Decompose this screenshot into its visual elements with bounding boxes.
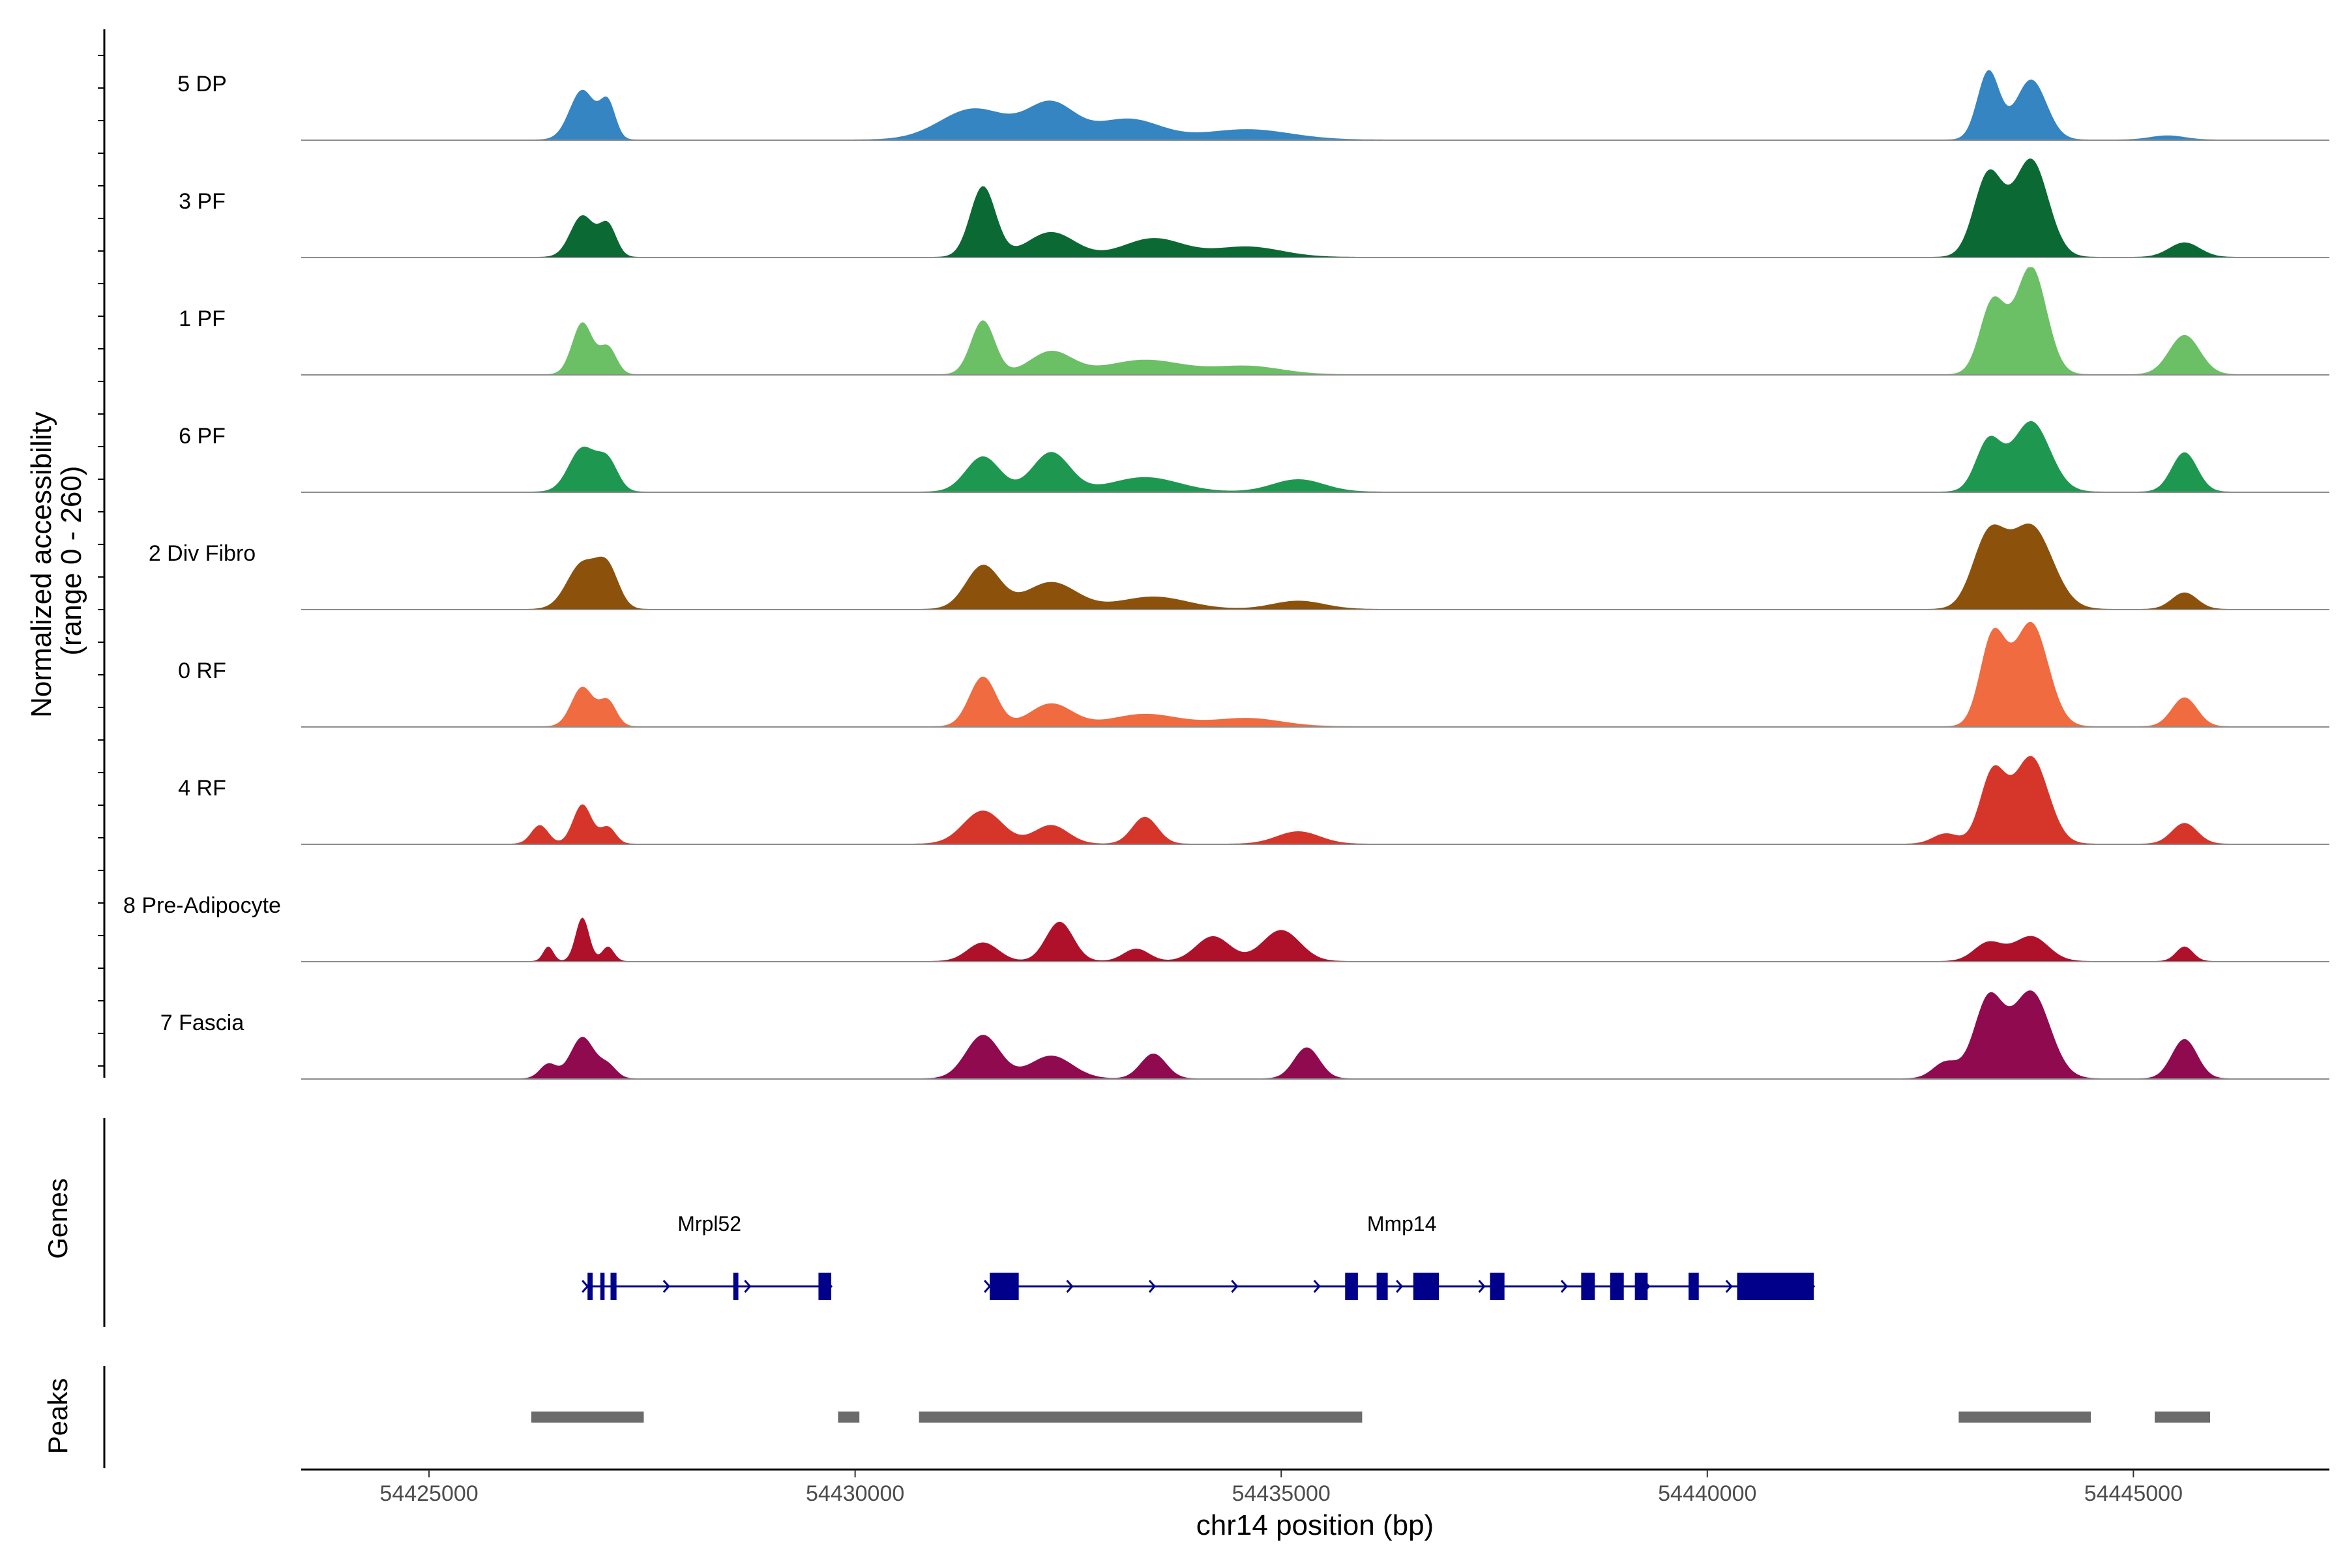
strand-arrow-icon [1478, 1280, 1486, 1293]
gene-exon [818, 1273, 832, 1300]
strand-arrow-icon [662, 1280, 670, 1293]
strand-arrow-icon [984, 1280, 992, 1293]
track-7-fascia: 7 Fascia [160, 990, 2329, 1080]
strand-arrow-icon [1313, 1280, 1321, 1293]
x-axis-tick-label: 54445000 [2084, 1481, 2183, 1506]
coverage-y-axis-title-line1: Normalized accessibility [25, 411, 57, 717]
coverage-y-axis-title-line2: (range 0 - 260) [55, 466, 87, 655]
gene-exon [587, 1273, 593, 1300]
gene-exon [1737, 1273, 1814, 1300]
gene-exon [1345, 1273, 1358, 1300]
gene-exon [1413, 1273, 1439, 1300]
track-6-pf: 6 PF [179, 421, 2329, 493]
track-label: 7 Fascia [160, 1011, 244, 1035]
strand-arrow-icon [744, 1280, 752, 1293]
coverage-area [301, 70, 2329, 140]
peaks-panel-title: Peaks [42, 1378, 73, 1455]
strand-arrow-icon [1725, 1280, 1733, 1293]
track-label: 6 PF [179, 424, 226, 449]
x-axis-tick-label: 54430000 [806, 1481, 904, 1506]
coverage-area [301, 158, 2329, 258]
peak-region [2155, 1412, 2210, 1423]
track-5-dp: 5 DP [177, 70, 2329, 141]
strand-arrow-icon [1148, 1280, 1156, 1293]
gene-exon [1689, 1273, 1699, 1300]
strand-arrow-icon [1066, 1280, 1074, 1293]
coverage-area [301, 621, 2329, 727]
coverage-area [301, 421, 2329, 492]
gene-exon [733, 1273, 739, 1300]
track-label: 2 Div Fibro [149, 541, 256, 566]
genes-panel-title: Genes [42, 1178, 73, 1259]
x-axis-tick-label: 54435000 [1232, 1481, 1331, 1506]
gene-mmp14: Mmp14 [984, 1212, 1816, 1300]
gene-exon [1490, 1273, 1505, 1300]
track-0-rf: 0 RF [178, 621, 2329, 728]
x-axis: 54425000 54430000 54435000 54440000 54445000 [301, 1468, 2329, 1506]
coverage-area [301, 267, 2329, 375]
track-label: 5 DP [177, 72, 227, 96]
track-2-div-fibro: 2 Div Fibro [149, 524, 2329, 610]
track-8-pre-adipocyte: 8 Pre-Adipocyte [123, 893, 2329, 962]
gene-label: Mmp14 [1367, 1212, 1437, 1235]
track-label: 8 Pre-Adipocyte [123, 893, 281, 918]
coverage-y-axis-title: Normalized accessibility (range 0 - 260) [25, 404, 87, 718]
track-label: 1 PF [179, 306, 226, 331]
track-label: 3 PF [179, 189, 226, 214]
strand-arrow-icon [1396, 1280, 1404, 1293]
gene-exon [1581, 1273, 1595, 1300]
track-label: 4 RF [178, 776, 226, 801]
peaks-panel [103, 1366, 2210, 1468]
track-label: 0 RF [178, 658, 226, 683]
gene-mrpl52: Mrpl52 [582, 1212, 833, 1300]
track-1-pf: 1 PF [179, 267, 2329, 376]
coverage-area [301, 756, 2329, 844]
coverage-area [301, 524, 2329, 610]
peak-region [919, 1412, 1363, 1423]
gene-exon [610, 1273, 617, 1300]
gene-exon [1376, 1273, 1388, 1300]
gene-label: Mrpl52 [677, 1212, 741, 1235]
peak-region [1958, 1412, 2091, 1423]
x-axis-tick-label: 54425000 [379, 1481, 478, 1506]
x-axis-title: chr14 position (bp) [1196, 1509, 1434, 1541]
coverage-area [301, 917, 2329, 962]
x-axis-tick-label: 54440000 [1658, 1481, 1756, 1506]
strand-arrow-icon [582, 1280, 589, 1293]
strand-arrow-icon [1231, 1280, 1239, 1293]
coverage-panel: 5 DP 3 PF 1 PF 6 PF 2 Div Fibro 0 RF 4 RF 8 Pre… [98, 29, 2329, 1080]
genes-panel: Mrpl52 Mmp14 [103, 1118, 1816, 1327]
strand-arrow-icon [1560, 1280, 1568, 1293]
gene-exon [1610, 1273, 1624, 1300]
gene-exon [990, 1273, 1019, 1300]
coverage-area [301, 990, 2329, 1079]
gene-exon [1634, 1273, 1648, 1300]
track-3-pf: 3 PF [179, 158, 2329, 258]
peak-region [531, 1412, 644, 1423]
track-4-rf: 4 RF [178, 756, 2329, 845]
gene-exon [600, 1273, 605, 1300]
peak-region [838, 1412, 860, 1423]
